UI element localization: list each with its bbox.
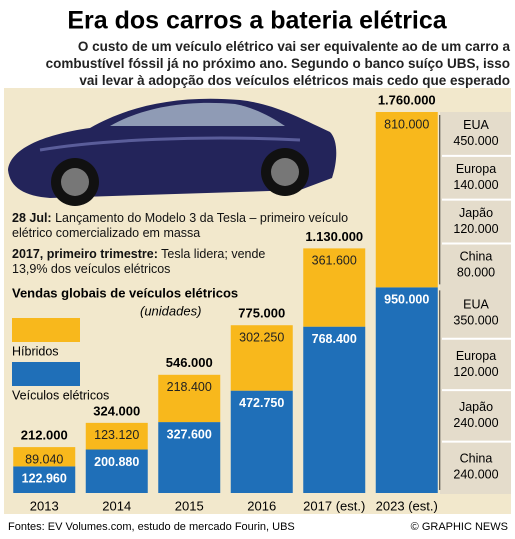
breakdown-value: 240.000: [453, 468, 498, 482]
value-label: 768.400: [312, 332, 357, 346]
breakdown-value: 80.000: [457, 266, 495, 280]
value-label: 123.120: [94, 428, 139, 442]
x-tick-label: 2017 (est.): [303, 498, 365, 513]
bar-segment: [303, 248, 366, 327]
annotation-date: 28 Jul:: [12, 211, 52, 225]
legend-swatch: [12, 318, 80, 342]
breakdown-name: Japão: [459, 206, 493, 220]
annotation: 2017, primeiro trimestre: Tesla lidera; …: [12, 247, 292, 277]
bar-segment: [230, 390, 293, 493]
chart-title: Era dos carros a bateria elétrica: [67, 7, 447, 35]
legend-unit: (unidades): [140, 303, 201, 318]
breakdown-value: 240.000: [453, 416, 498, 430]
source: Fontes: EV Volumes.com, estudo de mercad…: [8, 521, 295, 533]
bar-segment: [85, 422, 148, 450]
bar-segment: [85, 449, 148, 493]
annotation-date: 2017, primeiro trimestre:: [12, 247, 158, 261]
breakdown-name: China: [460, 452, 493, 466]
value-label: 200.880: [94, 455, 139, 469]
total-label: 1.760.000: [378, 92, 436, 107]
annotation: 28 Jul: Lançamento do Modelo 3 da Tesla …: [12, 211, 352, 241]
bar-segment: [13, 447, 76, 467]
bar-segment: [375, 287, 438, 493]
breakdown-name: EUA: [463, 297, 489, 311]
breakdown-name: Europa: [456, 349, 496, 363]
breakdown-name: Japão: [459, 400, 493, 414]
total-label: 324.000: [93, 403, 140, 418]
car: [8, 98, 337, 206]
x-tick-label: 2015: [175, 498, 204, 513]
annotation-text: Lançamento do Modelo 3 da Tesla – primei…: [12, 211, 349, 240]
x-tick-label: 2013: [30, 498, 59, 513]
credit: © GRAPHIC NEWS: [411, 521, 508, 533]
breakdown-value: 350.000: [453, 313, 498, 327]
value-label: 472.750: [239, 396, 284, 410]
total-label: 546.000: [166, 355, 213, 370]
legend-label: Híbridos: [12, 344, 59, 358]
breakdown-value: 120.000: [453, 365, 498, 379]
value-label: 302.250: [239, 331, 284, 345]
value-label: 361.600: [312, 254, 357, 268]
legend-label: Veículos elétricos: [12, 388, 109, 402]
breakdown-value: 120.000: [453, 222, 498, 236]
value-label: 122.960: [22, 472, 67, 486]
legend-title: Vendas globais de veículos elétricos: [12, 285, 238, 300]
breakdown-name: China: [460, 250, 493, 264]
bar-segment: [158, 374, 221, 423]
x-tick-label: 2016: [247, 498, 276, 513]
breakdown-value: 140.000: [453, 178, 498, 192]
value-label: 218.400: [167, 380, 212, 394]
bar-segment: [375, 112, 438, 288]
legend-swatch: [12, 362, 80, 386]
bar-segment: [158, 422, 221, 493]
annotation-text: Tesla lidera; vende 13,9% dos veículos e…: [12, 247, 266, 276]
total-label: 212.000: [21, 428, 68, 443]
subtitle: O custo de um veículo elétrico vai ser e…: [45, 39, 510, 88]
bar-segment: [13, 466, 76, 493]
breakdown-name: Europa: [456, 162, 496, 176]
total-label: 1.130.000: [305, 229, 363, 244]
bar-segment: [230, 325, 293, 391]
value-label: 327.600: [167, 427, 212, 441]
breakdown-panel: [440, 112, 511, 494]
value-label: 89.040: [25, 452, 63, 466]
x-tick-label: 2014: [102, 498, 131, 513]
value-label: 950.000: [384, 293, 429, 307]
breakdown-name: EUA: [463, 118, 489, 132]
total-label: 775.000: [238, 306, 285, 321]
bar-segment: [303, 326, 366, 493]
x-tick-label: 2023 (est.): [376, 498, 438, 513]
value-label: 810.000: [384, 117, 429, 131]
breakdown-value: 450.000: [453, 134, 498, 148]
